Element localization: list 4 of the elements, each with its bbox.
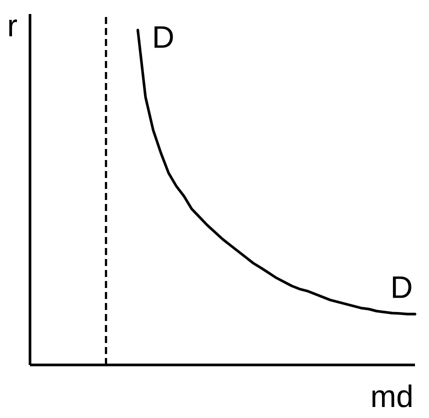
series-label: D	[154, 26, 173, 48]
text: D	[392, 276, 412, 298]
y-axis-title: r	[9, 20, 17, 36]
x-axis-title: md	[372, 384, 412, 408]
